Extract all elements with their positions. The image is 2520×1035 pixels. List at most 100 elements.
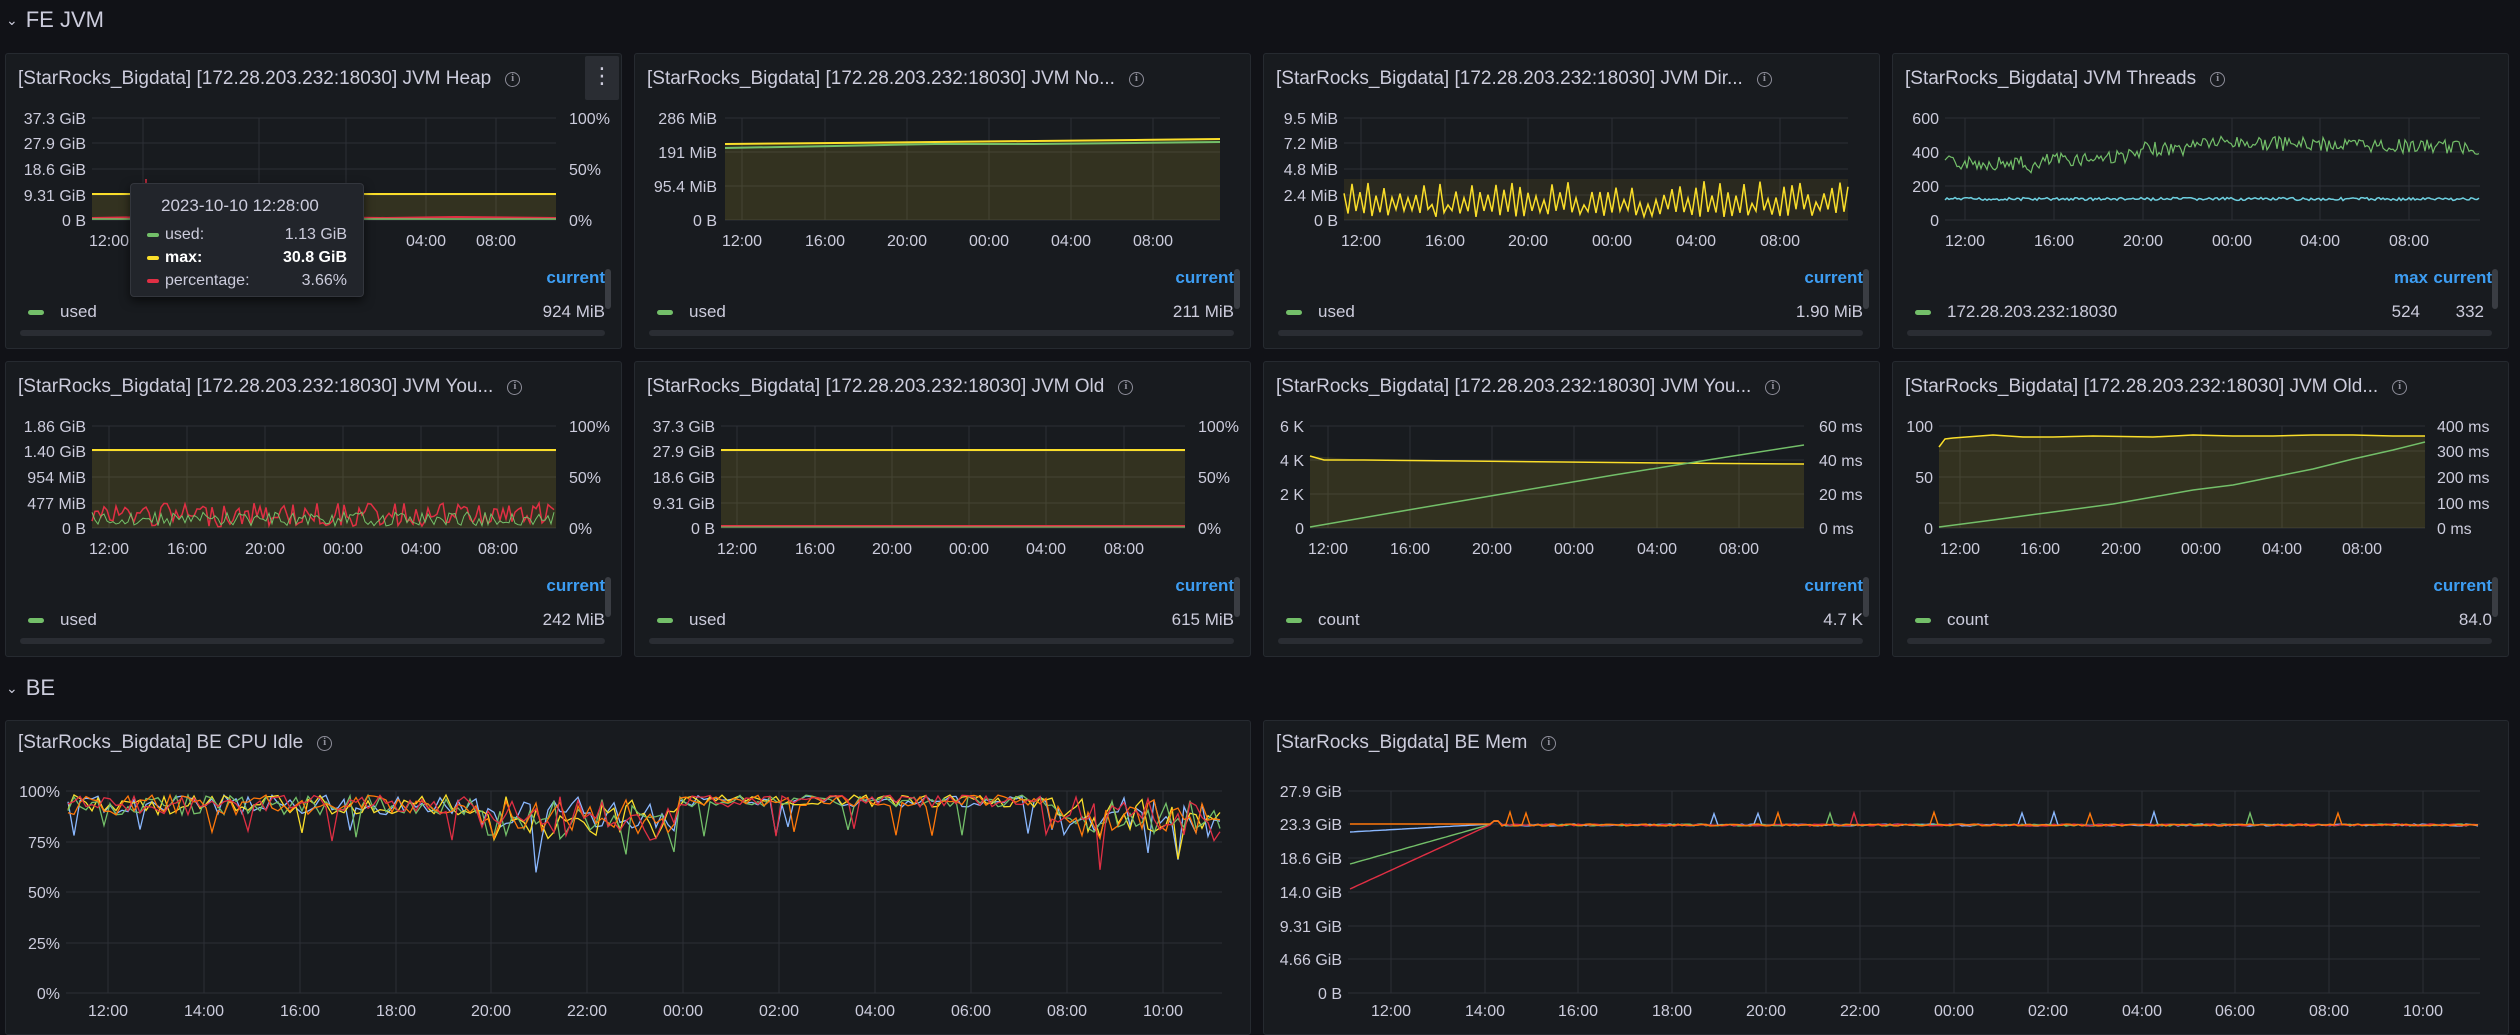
row-header-be[interactable]: ⌄ BE (6, 672, 55, 704)
tooltip-label: max: (165, 249, 203, 266)
svg-text:04:00: 04:00 (855, 1003, 895, 1020)
legend-header-current[interactable]: current (546, 576, 605, 595)
panel-title: [StarRocks_Bigdata] [172.28.203.232:1803… (18, 64, 521, 94)
svg-text:50: 50 (1915, 470, 1933, 487)
legend-item[interactable]: used (657, 300, 726, 324)
mem-series-group (1349, 809, 2479, 890)
chart-jvm-nonheap[interactable]: 286 MiB 191 MiB 95.4 MiB 0 B 12:00 16:00 20:0… (635, 109, 1251, 309)
legend-swatch (657, 309, 673, 315)
info-icon[interactable] (1756, 71, 1772, 87)
legend-header-current[interactable]: current (1804, 576, 1863, 595)
svg-text:95.4 MiB: 95.4 MiB (654, 179, 717, 196)
legend-scrollbar[interactable] (2492, 269, 2498, 309)
legend-item[interactable]: used (28, 300, 97, 324)
svg-text:0%: 0% (37, 986, 60, 1003)
legend-scrollbar[interactable] (1234, 577, 1240, 617)
svg-text:60 ms: 60 ms (1819, 419, 1863, 436)
panel-jvm-direct[interactable]: [StarRocks_Bigdata] [172.28.203.232:1803… (1263, 53, 1880, 349)
legend-item[interactable]: count (1915, 608, 1989, 632)
chart-be-mem[interactable]: 27.9 GiB 23.3 GiB 18.6 GiB 14.0 GiB 9.31 GiB… (1264, 769, 2509, 1035)
svg-text:00:00: 00:00 (1592, 233, 1632, 250)
panel-jvm-old[interactable]: [StarRocks_Bigdata] [172.28.203.232:1803… (634, 361, 1251, 657)
info-icon[interactable] (2392, 379, 2408, 395)
row-header-fe-jvm[interactable]: ⌄ FE JVM (6, 4, 104, 36)
horizontal-scrollbar[interactable] (649, 638, 1234, 644)
panel-title: [StarRocks_Bigdata] [172.28.203.232:1803… (647, 64, 1144, 94)
panel-jvm-threads[interactable]: [StarRocks_Bigdata] JVM Threads 600 400 20… (1892, 53, 2509, 349)
panel-be-mem[interactable]: [StarRocks_Bigdata] BE Mem 27.9 GiB 23.3 … (1263, 720, 2509, 1035)
legend-header-current[interactable]: current (2433, 268, 2492, 287)
svg-text:9.31 GiB: 9.31 GiB (1280, 919, 1342, 936)
info-icon[interactable] (505, 71, 521, 87)
chart-be-cpu-idle[interactable]: 100% 75% 50% 25% 0% 12:00 14:00 16:00 18:00 20:0… (6, 769, 1251, 1035)
info-icon[interactable] (1541, 735, 1557, 751)
cpu-series-line (67, 793, 1221, 841)
row-title: FE JVM (25, 7, 104, 32)
chart-jvm-threads[interactable]: 600 400 200 0 12:00 16:00 20:00 00:00 04:00 08:0… (1893, 109, 2509, 309)
chart-jvm-young[interactable]: 1.86 GiB 1.40 GiB 954 MiB 477 MiB 0 B 100% 50… (6, 417, 622, 617)
legend-scrollbar[interactable] (605, 269, 611, 309)
chart-jvm-young-gc[interactable]: 6 K 4 K 2 K 0 60 ms 40 ms 20 ms 0 ms 12:00 16:0… (1264, 417, 1880, 617)
panel-be-cpu-idle[interactable]: [StarRocks_Bigdata] BE CPU Idle 100% 75% 5… (5, 720, 1251, 1035)
svg-text:08:00: 08:00 (2342, 541, 2382, 558)
svg-text:20:00: 20:00 (2123, 233, 2163, 250)
legend-header-current[interactable]: current (1175, 576, 1234, 595)
svg-text:0%: 0% (569, 521, 592, 538)
legend-label: used (689, 302, 726, 321)
svg-text:600: 600 (1912, 111, 1939, 128)
svg-text:12:00: 12:00 (88, 1003, 128, 1020)
legend-item[interactable]: 172.28.203.232:18030 (1915, 300, 2117, 324)
svg-text:954 MiB: 954 MiB (27, 470, 86, 487)
horizontal-scrollbar[interactable] (649, 330, 1234, 336)
legend-label: count (1318, 610, 1360, 629)
mem-series-line (1350, 809, 2479, 827)
legend-header-max[interactable]: max (2393, 268, 2428, 287)
legend-scrollbar[interactable] (605, 577, 611, 617)
info-icon[interactable] (1765, 379, 1781, 395)
svg-text:08:00: 08:00 (1760, 233, 1800, 250)
svg-text:04:00: 04:00 (2122, 1003, 2162, 1020)
legend-scrollbar[interactable] (1234, 269, 1240, 309)
svg-text:100 ms: 100 ms (2437, 496, 2489, 513)
tooltip-row-percentage: percentage: 3.66% (147, 270, 347, 292)
info-icon[interactable] (1118, 379, 1134, 395)
horizontal-scrollbar[interactable] (20, 330, 605, 336)
svg-text:16:00: 16:00 (2034, 233, 2074, 250)
legend-scrollbar[interactable] (1863, 269, 1869, 309)
legend-item[interactable]: used (28, 608, 97, 632)
info-icon[interactable] (507, 379, 523, 395)
chart-jvm-old[interactable]: 37.3 GiB 27.9 GiB 18.6 GiB 9.31 GiB 0 B 100%… (635, 417, 1251, 617)
chart-jvm-old-gc[interactable]: 100 50 0 400 ms 300 ms 200 ms 100 ms 0 ms 12:0… (1893, 417, 2509, 617)
legend-item[interactable]: used (657, 608, 726, 632)
panel-jvm-young[interactable]: [StarRocks_Bigdata] [172.28.203.232:1803… (5, 361, 622, 657)
legend-item[interactable]: count (1286, 608, 1360, 632)
panel-title: [StarRocks_Bigdata] BE Mem (1276, 728, 1557, 758)
chart-jvm-direct[interactable]: 9.5 MiB 7.2 MiB 4.8 MiB 2.4 MiB 0 B 12:00 16:… (1264, 109, 1880, 309)
chart-tooltip: 2023-10-10 12:28:00 used: 1.13 GiB max: 30… (130, 183, 364, 297)
legend-swatch (28, 617, 44, 623)
horizontal-scrollbar[interactable] (1907, 638, 2492, 644)
svg-text:18.6 GiB: 18.6 GiB (24, 162, 86, 179)
horizontal-scrollbar[interactable] (1278, 330, 1863, 336)
panel-jvm-young-gc[interactable]: [StarRocks_Bigdata] [172.28.203.232:1803… (1263, 361, 1880, 657)
info-icon[interactable] (1128, 71, 1144, 87)
legend-header-current[interactable]: current (1175, 268, 1234, 287)
legend-header-current[interactable]: current (546, 268, 605, 287)
legend-scrollbar[interactable] (2492, 577, 2498, 617)
legend-header-current[interactable]: current (2433, 576, 2492, 595)
panel-jvm-nonheap[interactable]: [StarRocks_Bigdata] [172.28.203.232:1803… (634, 53, 1251, 349)
horizontal-scrollbar[interactable] (1278, 638, 1863, 644)
legend-header-current[interactable]: current (1804, 268, 1863, 287)
mem-series-line (1349, 810, 2479, 865)
legend-label: count (1947, 610, 1989, 629)
panel-jvm-old-gc[interactable]: [StarRocks_Bigdata] [172.28.203.232:1803… (1892, 361, 2509, 657)
legend-item[interactable]: used (1286, 300, 1355, 324)
horizontal-scrollbar[interactable] (20, 638, 605, 644)
legend-scrollbar[interactable] (1863, 577, 1869, 617)
info-icon[interactable] (317, 735, 333, 751)
info-icon[interactable] (2210, 71, 2226, 87)
panel-menu-button[interactable]: ⋮ (585, 56, 619, 100)
svg-text:20:00: 20:00 (887, 233, 927, 250)
svg-text:27.9 GiB: 27.9 GiB (24, 136, 86, 153)
horizontal-scrollbar[interactable] (1907, 330, 2492, 336)
